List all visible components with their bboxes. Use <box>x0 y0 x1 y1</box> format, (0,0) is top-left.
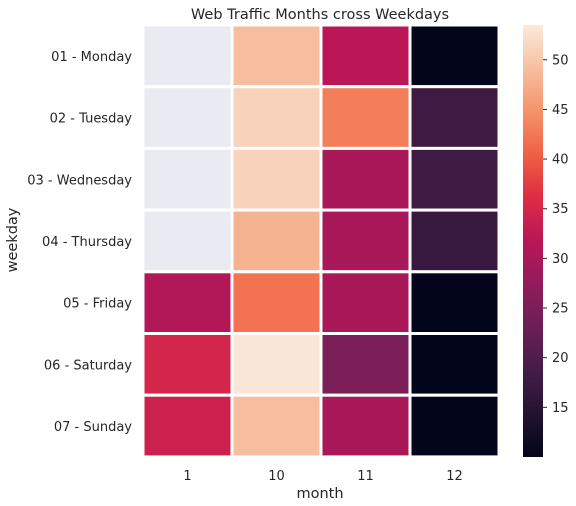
colorbar-tick-label: 50 <box>552 53 569 68</box>
y-tick-label: 03 - Wednesday <box>27 173 132 188</box>
x-axis-label: month <box>296 486 343 502</box>
x-tick-label: 12 <box>446 469 463 484</box>
heatmap-cell <box>230 208 323 274</box>
heatmap-cell <box>230 146 323 212</box>
colorbar-ticks: 15 20 25 30 35 40 45 50 <box>543 53 569 416</box>
heatmap-cell <box>230 332 323 397</box>
heatmap-cell <box>408 146 501 212</box>
heatmap-cell <box>141 23 234 89</box>
colorbar-tick-label: 35 <box>552 202 569 217</box>
y-tick-label: 04 - Thursday <box>42 235 132 250</box>
y-tick-label: 01 - Monday <box>51 50 132 65</box>
y-tick-label: 05 - Friday <box>63 297 132 312</box>
heatmap-cell <box>408 85 501 150</box>
chart-title: Web Traffic Months cross Weekdays <box>191 7 449 23</box>
colorbar-tick-label: 30 <box>552 252 569 267</box>
y-axis-label: weekday <box>5 207 21 272</box>
y-tick-label: 07 - Sunday <box>54 420 132 435</box>
heatmap-cells <box>141 23 501 459</box>
heatmap-cell <box>141 393 234 459</box>
heatmap-cell <box>230 393 323 459</box>
colorbar-tick-label: 20 <box>552 351 569 366</box>
heatmap-cell <box>141 146 234 212</box>
heatmap-cell <box>230 23 323 89</box>
heatmap-cell <box>230 85 323 150</box>
colorbar-tick-label: 45 <box>552 103 569 118</box>
heatmap-cell <box>408 393 501 459</box>
heatmap-cell <box>319 146 412 212</box>
y-tick-label: 02 - Tuesday <box>50 112 133 127</box>
heatmap-cell <box>408 208 501 274</box>
heatmap-cell <box>141 270 234 335</box>
y-tick-label: 06 - Saturday <box>44 358 132 373</box>
y-axis-ticks: 01 - Monday 02 - Tuesday 03 - Wednesday 04 … <box>27 50 132 435</box>
x-axis-ticks: 1 10 11 12 <box>183 469 462 484</box>
heatmap-cell <box>319 23 412 89</box>
colorbar <box>523 25 543 457</box>
colorbar-tick-label: 15 <box>552 401 569 416</box>
heatmap-cell <box>408 270 501 335</box>
colorbar-tick-label: 25 <box>552 302 569 317</box>
heatmap-cell <box>408 332 501 397</box>
heatmap-cell <box>319 332 412 397</box>
heatmap-cell <box>319 393 412 459</box>
colorbar-tick-label: 40 <box>552 153 569 168</box>
heatmap-cell <box>141 332 234 397</box>
heatmap-cell <box>319 270 412 335</box>
heatmap-cell <box>141 208 234 274</box>
heatmap-cell <box>141 85 234 150</box>
heatmap-cell <box>319 85 412 150</box>
heatmap-cell <box>230 270 323 335</box>
x-tick-label: 10 <box>268 469 285 484</box>
x-tick-label: 1 <box>183 469 191 484</box>
x-tick-label: 11 <box>357 469 374 484</box>
heatmap-cell <box>408 23 501 89</box>
heatmap-cell <box>319 208 412 274</box>
